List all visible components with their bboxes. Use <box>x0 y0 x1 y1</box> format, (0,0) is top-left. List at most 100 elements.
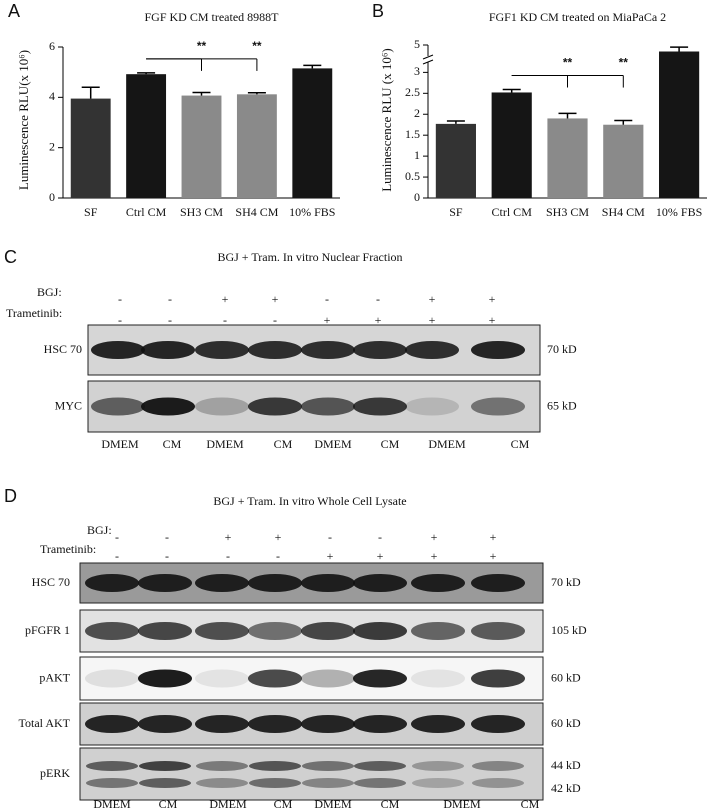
band <box>405 397 459 416</box>
treatment-sign: + <box>431 549 438 563</box>
band <box>141 397 195 416</box>
bar <box>292 68 333 199</box>
band <box>411 574 465 592</box>
x-tick-label: 10% FBS <box>289 205 335 219</box>
y-tick-label: 2 <box>414 106 420 120</box>
size-marker: 60 kD <box>551 670 581 684</box>
band <box>411 669 465 688</box>
lane-label: DMEM <box>101 437 139 451</box>
band <box>248 397 302 416</box>
treatment-sign: + <box>225 530 232 544</box>
bar <box>547 118 588 198</box>
lane-label: DMEM <box>428 437 466 451</box>
band <box>249 778 301 788</box>
band <box>195 397 249 416</box>
bar <box>236 94 277 198</box>
band <box>139 761 191 771</box>
band <box>86 778 138 788</box>
band <box>196 761 248 771</box>
treatment-sign: - <box>115 530 119 544</box>
x-tick-label: 10% FBS <box>656 205 702 219</box>
treatment-label: BGJ: <box>37 285 62 299</box>
band <box>91 341 145 359</box>
chart-title: FGF KD CM treated 8988T <box>145 10 280 24</box>
blot-label: pFGFR 1 <box>25 623 70 637</box>
blot-label: Total AKT <box>19 716 71 730</box>
panel-title: BGJ + Tram. In vitro Nuclear Fraction <box>217 250 402 264</box>
treatment-sign: - <box>273 313 277 327</box>
y-tick-label: 1 <box>414 148 420 162</box>
band <box>412 761 464 771</box>
y-tick-label: 2.5 <box>405 85 420 99</box>
treatment-sign: + <box>431 530 438 544</box>
band <box>91 397 145 416</box>
lane-label: CM <box>511 437 530 451</box>
band <box>301 715 355 733</box>
band <box>354 778 406 788</box>
treatment-sign: + <box>375 313 382 327</box>
x-tick-label: SH3 CM <box>180 205 223 219</box>
band <box>85 669 139 688</box>
x-tick-label: SF <box>449 205 463 219</box>
lane-label: DMEM <box>314 797 352 811</box>
band <box>302 778 354 788</box>
band <box>85 574 139 592</box>
band <box>195 669 249 688</box>
bar <box>659 51 700 198</box>
blot-label: MYC <box>55 398 82 412</box>
band <box>472 761 524 771</box>
lane-label: CM <box>274 437 293 451</box>
band <box>248 622 302 640</box>
band <box>471 669 525 688</box>
significance-label: ** <box>252 39 262 53</box>
treatment-label: Trametinib: <box>6 306 62 320</box>
significance-label: ** <box>563 56 573 70</box>
bar <box>181 95 222 198</box>
significance-label: ** <box>197 39 207 53</box>
band <box>138 622 192 640</box>
treatment-sign: - <box>328 530 332 544</box>
y-tick-label: 4 <box>49 89 55 103</box>
panel-letter: D <box>4 486 17 506</box>
lane-label: DMEM <box>443 797 481 811</box>
size-marker: 42 kD <box>551 781 581 795</box>
band <box>248 341 302 359</box>
lane-label: CM <box>163 437 182 451</box>
band <box>195 715 249 733</box>
band <box>354 761 406 771</box>
band <box>471 715 525 733</box>
band <box>471 397 525 416</box>
band <box>138 715 192 733</box>
band <box>471 341 525 359</box>
band <box>353 622 407 640</box>
y-axis-label: Luminescence RLU(x 10⁶) <box>16 50 31 190</box>
treatment-sign: - <box>325 292 329 306</box>
lane-label: CM <box>521 797 540 811</box>
band <box>353 715 407 733</box>
band <box>472 778 524 788</box>
band <box>411 715 465 733</box>
bar <box>491 92 532 198</box>
lane-label: DMEM <box>209 797 247 811</box>
bar <box>435 123 476 198</box>
treatment-sign: + <box>275 530 282 544</box>
band <box>412 778 464 788</box>
lane-label: CM <box>274 797 293 811</box>
lane-label: CM <box>381 797 400 811</box>
size-marker: 70 kD <box>547 342 577 356</box>
treatment-sign: - <box>168 313 172 327</box>
y-axis-label: Luminescence RLU (x 10⁶) <box>379 48 394 192</box>
treatment-sign: + <box>490 549 497 563</box>
blot-label: HSC 70 <box>44 342 82 356</box>
y-tick-label: 0.5 <box>405 169 420 183</box>
treatment-sign: - <box>226 549 230 563</box>
band <box>302 761 354 771</box>
blot-label: pERK <box>40 766 70 780</box>
band <box>85 715 139 733</box>
treatment-sign: - <box>118 292 122 306</box>
treatment-sign: + <box>272 292 279 306</box>
band <box>86 761 138 771</box>
treatment-sign: - <box>376 292 380 306</box>
treatment-label: BGJ: <box>87 523 112 537</box>
band <box>195 574 249 592</box>
